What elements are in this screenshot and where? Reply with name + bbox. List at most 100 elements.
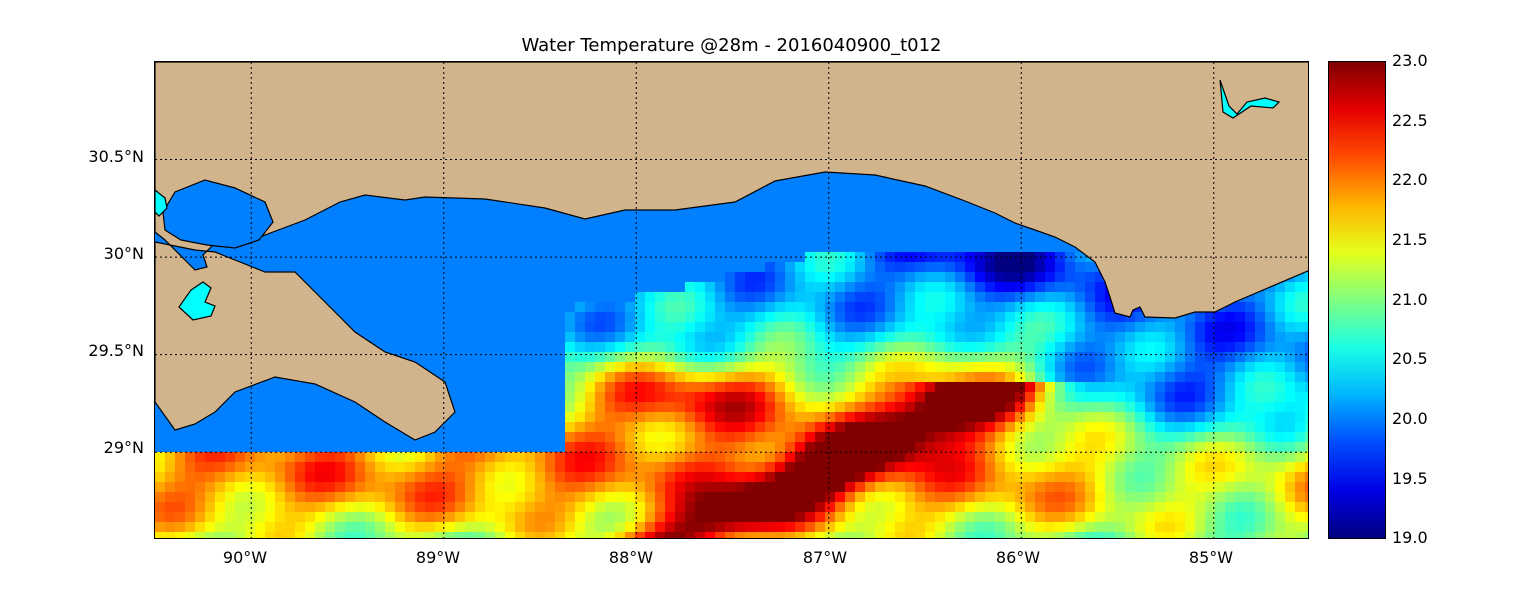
temperature-cell: [455, 512, 466, 523]
temperature-cell: [1205, 512, 1216, 523]
temperature-cell: [805, 262, 816, 273]
temperature-cell: [1015, 532, 1026, 538]
temperature-cell: [235, 462, 246, 473]
temperature-cell: [1145, 472, 1156, 483]
temperature-cell: [595, 492, 606, 503]
temperature-cell: [595, 302, 606, 313]
temperature-cell: [425, 482, 436, 493]
temperature-cell: [895, 402, 906, 413]
temperature-cell: [995, 482, 1006, 493]
temperature-cell: [655, 372, 666, 383]
temperature-cell: [275, 502, 286, 513]
temperature-cell: [1085, 522, 1096, 533]
temperature-cell: [1255, 412, 1266, 423]
temperature-cell: [895, 272, 906, 283]
temperature-cell: [1265, 532, 1276, 538]
temperature-cell: [1075, 392, 1086, 403]
temperature-cell: [805, 442, 816, 453]
temperature-cell: [805, 472, 816, 483]
temperature-cell: [1195, 322, 1206, 333]
temperature-cell: [1285, 492, 1296, 503]
temperature-cell: [1105, 332, 1116, 343]
temperature-cell: [405, 472, 416, 483]
temperature-cell: [1185, 382, 1196, 393]
temperature-cell: [635, 302, 646, 313]
temperature-cell: [1035, 462, 1046, 473]
lat-label: 29°N: [103, 438, 144, 457]
temperature-cell: [1045, 362, 1056, 373]
temperature-cell: [995, 372, 1006, 383]
temperature-cell: [945, 452, 956, 463]
temperature-cell: [945, 472, 956, 483]
temperature-cell: [1045, 282, 1056, 293]
temperature-cell: [825, 302, 836, 313]
temperature-cell: [1045, 402, 1056, 413]
temperature-cell: [685, 522, 696, 533]
temperature-cell: [1025, 292, 1036, 303]
temperature-cell: [685, 352, 696, 363]
temperature-cell: [1095, 462, 1106, 473]
temperature-cell: [595, 462, 606, 473]
temperature-cell: [1285, 322, 1296, 333]
temperature-cell: [675, 442, 686, 453]
temperature-cell: [1125, 382, 1136, 393]
temperature-cell: [955, 362, 966, 373]
temperature-cell: [895, 452, 906, 463]
temperature-cell: [995, 332, 1006, 343]
temperature-cell: [745, 362, 756, 373]
temperature-cell: [915, 352, 926, 363]
temperature-cell: [835, 412, 846, 423]
temperature-cell: [1085, 312, 1096, 323]
temperature-cell: [595, 482, 606, 493]
temperature-cell: [485, 512, 496, 523]
temperature-cell: [485, 472, 496, 483]
temperature-cell: [1085, 402, 1096, 413]
temperature-cell: [625, 442, 636, 453]
temperature-cell: [675, 492, 686, 503]
temperature-cell: [915, 282, 926, 293]
temperature-cell: [985, 472, 996, 483]
temperature-cell: [175, 492, 186, 503]
temperature-cell: [765, 312, 776, 323]
temperature-cell: [1195, 412, 1206, 423]
temperature-cell: [1075, 512, 1086, 523]
temperature-cell: [1295, 302, 1306, 313]
temperature-cell: [1305, 522, 1308, 533]
temperature-cell: [985, 482, 996, 493]
temperature-cell: [1235, 392, 1246, 403]
temperature-cell: [465, 522, 476, 533]
temperature-cell: [505, 452, 516, 463]
temperature-cell: [1245, 472, 1256, 483]
temperature-cell: [1025, 382, 1036, 393]
temperature-cell: [945, 442, 956, 453]
temperature-cell: [1235, 512, 1246, 523]
temperature-cell: [185, 482, 196, 493]
temperature-cell: [1215, 532, 1226, 538]
temperature-cell: [195, 452, 206, 463]
temperature-cell: [175, 512, 186, 523]
temperature-cell: [1085, 372, 1096, 383]
temperature-cell: [835, 332, 846, 343]
temperature-cell: [705, 452, 716, 463]
temperature-cell: [705, 372, 716, 383]
temperature-cell: [645, 492, 656, 503]
temperature-cell: [615, 402, 626, 413]
temperature-cell: [785, 522, 796, 533]
temperature-cell: [1275, 332, 1286, 343]
temperature-cell: [1085, 392, 1096, 403]
temperature-cell: [985, 502, 996, 513]
temperature-cell: [815, 412, 826, 423]
temperature-cell: [985, 432, 996, 443]
temperature-cell: [285, 462, 296, 473]
temperature-cell: [865, 402, 876, 413]
temperature-cell: [935, 452, 946, 463]
temperature-cell: [845, 302, 856, 313]
temperature-cell: [1055, 422, 1066, 433]
temperature-cell: [1055, 462, 1066, 473]
temperature-cell: [975, 412, 986, 423]
temperature-cell: [1185, 462, 1196, 473]
temperature-cell: [925, 332, 936, 343]
temperature-cell: [1075, 502, 1086, 513]
temperature-cell: [605, 382, 616, 393]
temperature-cell: [325, 472, 336, 483]
